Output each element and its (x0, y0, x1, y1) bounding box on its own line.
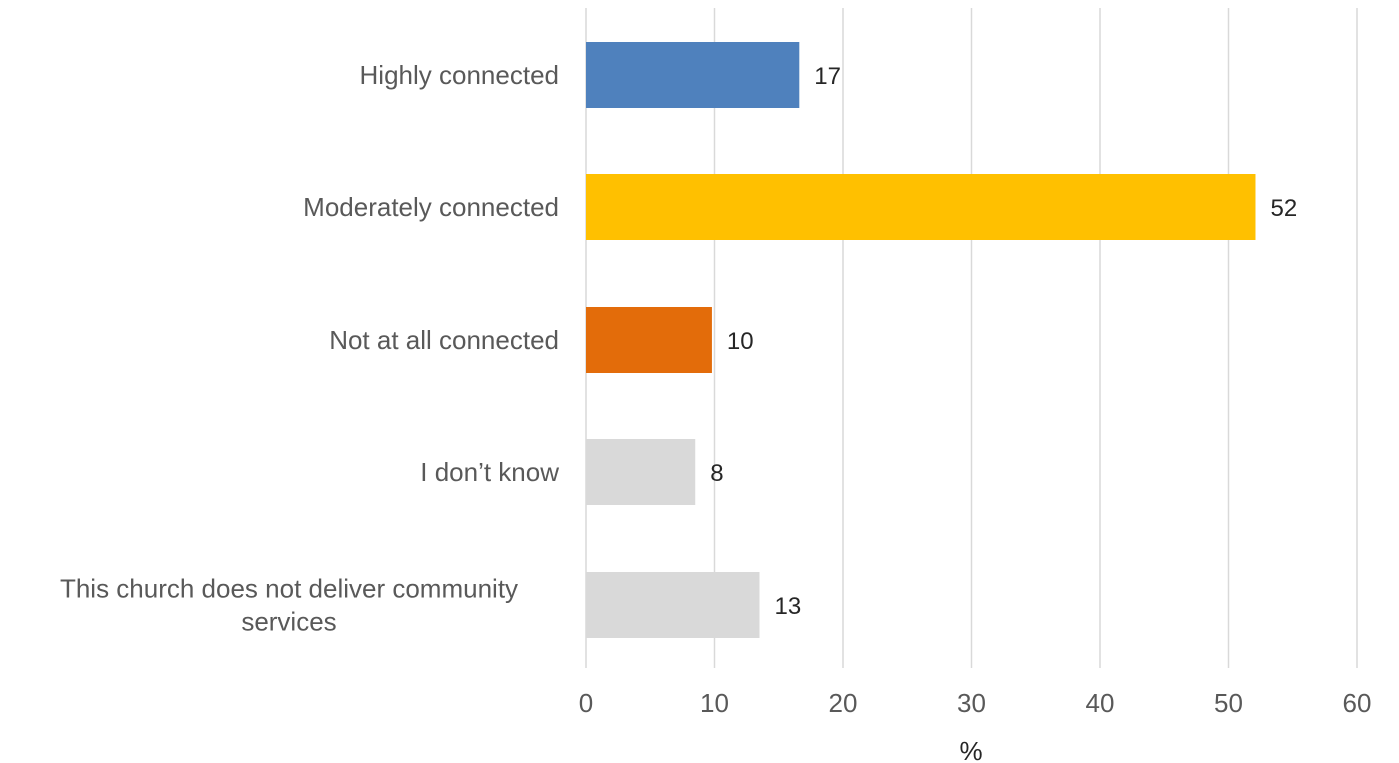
x-axis-ticks: 0 10 20 30 40 50 60 (579, 688, 1372, 718)
bar (586, 572, 760, 638)
x-tick-label: 20 (829, 688, 858, 718)
category-label: Highly connected (360, 60, 559, 90)
category-label-line: Moderately connected (303, 192, 559, 222)
category-label-line: Highly connected (360, 60, 559, 90)
x-tick-label: 60 (1343, 688, 1372, 718)
x-tick-label: 10 (700, 688, 729, 718)
category-label-line: Not at all connected (329, 325, 559, 355)
x-tick-label: 0 (579, 688, 593, 718)
category-label: I don’t know (420, 457, 559, 487)
category-label-line: I don’t know (420, 457, 559, 487)
data-label: 52 (1270, 195, 1297, 222)
bar (586, 174, 1256, 240)
x-tick-label: 30 (957, 688, 986, 718)
data-labels: 17 52 10 8 13 (710, 63, 1297, 620)
category-labels: Highly connected Moderately connected Not … (60, 60, 559, 637)
bar (586, 42, 800, 108)
bar (586, 439, 696, 505)
bar (586, 307, 712, 373)
x-tick-label: 50 (1214, 688, 1243, 718)
bars (586, 42, 1256, 638)
data-label: 17 (814, 63, 841, 90)
category-label-line: services (241, 607, 336, 637)
x-tick-label: 40 (1086, 688, 1115, 718)
category-label: Not at all connected (329, 325, 559, 355)
data-label: 8 (710, 460, 723, 487)
category-label-line: This church does not deliver community (60, 574, 518, 604)
gridlines (585, 8, 1358, 668)
data-label: 13 (774, 593, 801, 620)
x-axis-title: % (959, 736, 982, 763)
category-label: This church does not deliver community se… (60, 574, 518, 637)
category-label: Moderately connected (303, 192, 559, 222)
data-label: 10 (727, 328, 754, 355)
